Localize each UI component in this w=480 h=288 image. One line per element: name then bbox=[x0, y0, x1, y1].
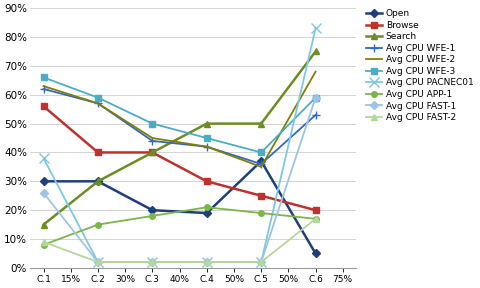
Browse bbox=[204, 180, 210, 183]
Browse bbox=[258, 194, 264, 198]
Search bbox=[258, 122, 264, 125]
Avg CPU FAST-1 bbox=[149, 260, 155, 264]
Avg CPU WFE-1 bbox=[149, 139, 155, 143]
Avg CPU FAST-1 bbox=[95, 260, 101, 264]
Line: Avg CPU WFE-3: Avg CPU WFE-3 bbox=[40, 74, 319, 156]
Avg CPU APP-1 bbox=[204, 206, 210, 209]
Avg CPU FAST-2 bbox=[204, 260, 210, 264]
Line: Open: Open bbox=[41, 158, 318, 256]
Avg CPU WFE-2 bbox=[258, 165, 264, 168]
Search bbox=[312, 50, 318, 53]
Open bbox=[258, 159, 264, 163]
Avg CPU APP-1 bbox=[312, 217, 318, 221]
Avg CPU APP-1 bbox=[149, 214, 155, 218]
Avg CPU WFE-2 bbox=[41, 84, 47, 88]
Avg CPU APP-1 bbox=[258, 211, 264, 215]
Avg CPU WFE-1 bbox=[204, 145, 210, 148]
Line: Browse: Browse bbox=[41, 103, 318, 213]
Avg CPU WFE-2 bbox=[204, 145, 210, 148]
Avg CPU PACNEC01 bbox=[258, 260, 264, 264]
Open bbox=[312, 252, 318, 255]
Avg CPU FAST-2 bbox=[312, 217, 318, 221]
Open bbox=[95, 180, 101, 183]
Open bbox=[149, 209, 155, 212]
Avg CPU FAST-2 bbox=[95, 260, 101, 264]
Avg CPU FAST-2 bbox=[149, 260, 155, 264]
Avg CPU PACNEC01 bbox=[312, 26, 318, 30]
Avg CPU FAST-2 bbox=[258, 260, 264, 264]
Avg CPU PACNEC01 bbox=[149, 260, 155, 264]
Line: Avg CPU FAST-2: Avg CPU FAST-2 bbox=[41, 216, 318, 265]
Avg CPU WFE-3 bbox=[258, 151, 264, 154]
Avg CPU APP-1 bbox=[95, 223, 101, 226]
Browse bbox=[312, 209, 318, 212]
Avg CPU WFE-2 bbox=[149, 136, 155, 140]
Browse bbox=[41, 105, 47, 108]
Avg CPU WFE-3 bbox=[41, 76, 47, 79]
Avg CPU FAST-1 bbox=[41, 191, 47, 195]
Line: Avg CPU WFE-2: Avg CPU WFE-2 bbox=[44, 72, 315, 167]
Avg CPU FAST-1 bbox=[312, 96, 318, 99]
Avg CPU PACNEC01 bbox=[95, 260, 101, 264]
Line: Avg CPU PACNEC01: Avg CPU PACNEC01 bbox=[39, 24, 321, 267]
Search bbox=[204, 122, 210, 125]
Search bbox=[149, 151, 155, 154]
Avg CPU FAST-1 bbox=[204, 260, 210, 264]
Avg CPU WFE-1 bbox=[95, 102, 101, 105]
Search bbox=[41, 223, 47, 226]
Line: Avg CPU WFE-1: Avg CPU WFE-1 bbox=[39, 85, 320, 168]
Avg CPU WFE-2 bbox=[312, 70, 318, 73]
Avg CPU WFE-3 bbox=[149, 122, 155, 125]
Avg CPU WFE-3 bbox=[95, 96, 101, 99]
Avg CPU PACNEC01 bbox=[41, 156, 47, 160]
Avg CPU FAST-2 bbox=[41, 240, 47, 244]
Open bbox=[204, 211, 210, 215]
Avg CPU PACNEC01 bbox=[204, 260, 210, 264]
Avg CPU WFE-1 bbox=[41, 87, 47, 91]
Avg CPU WFE-1 bbox=[312, 113, 318, 117]
Avg CPU WFE-2 bbox=[95, 102, 101, 105]
Avg CPU WFE-3 bbox=[312, 96, 318, 99]
Line: Search: Search bbox=[40, 48, 319, 228]
Open bbox=[41, 180, 47, 183]
Search bbox=[95, 180, 101, 183]
Avg CPU FAST-1 bbox=[258, 260, 264, 264]
Avg CPU APP-1 bbox=[41, 243, 47, 247]
Avg CPU WFE-3 bbox=[204, 136, 210, 140]
Line: Avg CPU APP-1: Avg CPU APP-1 bbox=[41, 204, 318, 248]
Line: Avg CPU FAST-1: Avg CPU FAST-1 bbox=[41, 95, 318, 265]
Browse bbox=[149, 151, 155, 154]
Avg CPU WFE-1 bbox=[258, 162, 264, 166]
Browse bbox=[95, 151, 101, 154]
Legend: Open, Browse, Search, Avg CPU WFE-1, Avg CPU WFE-2, Avg CPU WFE-3, Avg CPU PACNE: Open, Browse, Search, Avg CPU WFE-1, Avg… bbox=[364, 7, 475, 124]
